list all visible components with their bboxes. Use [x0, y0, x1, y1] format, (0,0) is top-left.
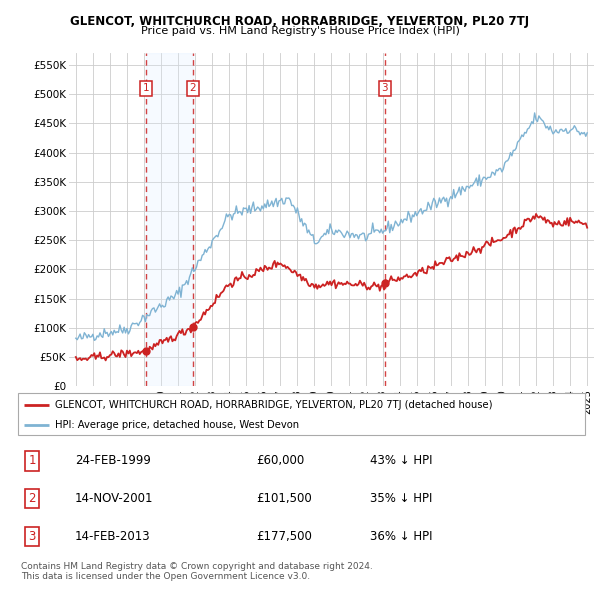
Text: 43% ↓ HPI: 43% ↓ HPI: [370, 454, 432, 467]
Text: 2: 2: [190, 83, 196, 93]
Text: 36% ↓ HPI: 36% ↓ HPI: [370, 530, 432, 543]
Text: 14-NOV-2001: 14-NOV-2001: [75, 492, 153, 505]
FancyBboxPatch shape: [18, 393, 585, 435]
Text: 24-FEB-1999: 24-FEB-1999: [75, 454, 151, 467]
Text: HPI: Average price, detached house, West Devon: HPI: Average price, detached house, West…: [55, 420, 299, 430]
Text: 3: 3: [28, 530, 36, 543]
Text: This data is licensed under the Open Government Licence v3.0.: This data is licensed under the Open Gov…: [21, 572, 310, 581]
Text: GLENCOT, WHITCHURCH ROAD, HORRABRIDGE, YELVERTON, PL20 7TJ (detached house): GLENCOT, WHITCHURCH ROAD, HORRABRIDGE, Y…: [55, 400, 493, 410]
Text: 1: 1: [143, 83, 149, 93]
Text: 14-FEB-2013: 14-FEB-2013: [75, 530, 151, 543]
Text: Contains HM Land Registry data © Crown copyright and database right 2024.: Contains HM Land Registry data © Crown c…: [21, 562, 373, 571]
Text: £60,000: £60,000: [256, 454, 304, 467]
Text: Price paid vs. HM Land Registry's House Price Index (HPI): Price paid vs. HM Land Registry's House …: [140, 26, 460, 36]
Text: 1: 1: [28, 454, 36, 467]
Text: 3: 3: [382, 83, 388, 93]
Text: £101,500: £101,500: [256, 492, 312, 505]
Text: GLENCOT, WHITCHURCH ROAD, HORRABRIDGE, YELVERTON, PL20 7TJ: GLENCOT, WHITCHURCH ROAD, HORRABRIDGE, Y…: [70, 15, 530, 28]
Text: 2: 2: [28, 492, 36, 505]
Bar: [146, 53, 193, 386]
Text: 35% ↓ HPI: 35% ↓ HPI: [370, 492, 432, 505]
Text: £177,500: £177,500: [256, 530, 312, 543]
